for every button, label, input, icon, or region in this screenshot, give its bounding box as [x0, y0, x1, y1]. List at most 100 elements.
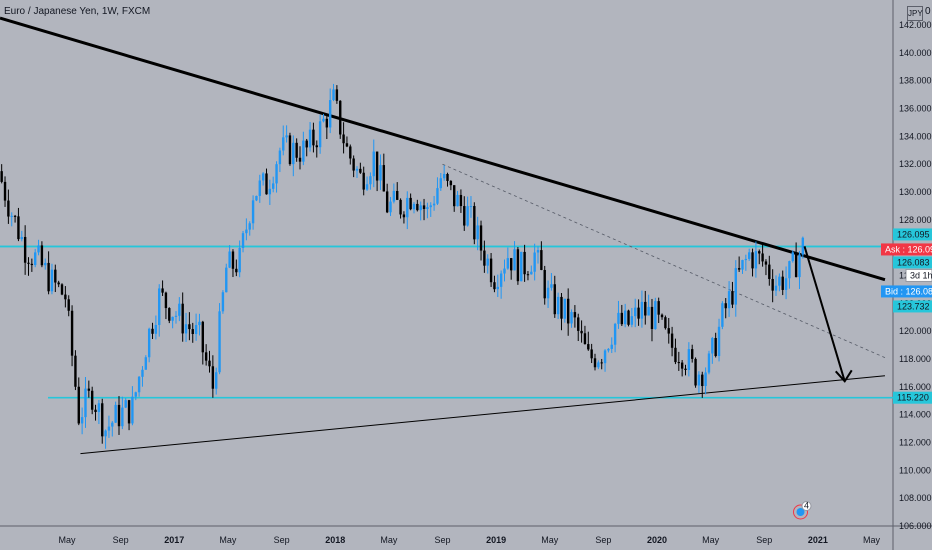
candle-body: [496, 286, 499, 290]
candle-body: [409, 197, 412, 210]
candle-body: [654, 301, 657, 330]
candle-body: [758, 251, 761, 254]
candle-body: [194, 325, 198, 335]
time-tick-label: 2020: [647, 535, 667, 545]
candle-body: [553, 284, 556, 315]
candle-body: [466, 206, 469, 226]
candle-body: [402, 214, 406, 218]
trendline-dashed-trendline: [442, 163, 886, 358]
candle-body: [744, 258, 748, 261]
event-marker[interactable]: 4: [793, 501, 812, 520]
candle-body: [107, 426, 111, 431]
candle-body: [677, 362, 681, 364]
candle-body: [714, 338, 717, 357]
candle-body: [419, 205, 422, 211]
candle-body: [613, 323, 617, 345]
candle-body: [245, 229, 248, 234]
candle-body: [215, 372, 218, 389]
candle-body: [144, 357, 148, 370]
candle-body: [788, 261, 791, 279]
candle-body: [593, 358, 597, 368]
candle-body: [774, 285, 778, 291]
candle-body: [385, 191, 389, 213]
candle-body: [204, 352, 208, 361]
candle-body: [114, 404, 117, 423]
time-tick-label: 2021: [808, 535, 828, 545]
candle-body: [275, 164, 278, 184]
price-tick-label: 116.000: [899, 382, 931, 392]
candle-body: [90, 390, 94, 410]
candle-body: [617, 312, 620, 324]
price-label-bg: [893, 300, 932, 313]
candle-body: [40, 245, 44, 266]
candle-body: [235, 268, 238, 273]
candle-body: [674, 347, 677, 363]
candle-body: [147, 328, 151, 358]
candle-body: [704, 372, 707, 387]
candle-body: [486, 258, 489, 266]
candle-body: [536, 250, 540, 253]
candle-body: [530, 271, 533, 275]
candle-body: [302, 140, 305, 162]
candle-body: [406, 197, 409, 218]
candle-body: [365, 184, 369, 190]
time-tick-label: Sep: [274, 535, 290, 545]
candle-body: [731, 291, 734, 305]
time-tick-label: 2019: [486, 535, 506, 545]
candle-body: [506, 258, 510, 269]
candle-body: [278, 150, 282, 165]
candle-body: [94, 409, 97, 413]
candle-body: [80, 417, 84, 424]
candle-body: [573, 312, 577, 318]
price-label-bg: [881, 285, 932, 298]
currency-badge[interactable]: JPY: [907, 6, 923, 21]
candle-body: [251, 200, 255, 224]
candle-body: [64, 294, 67, 300]
candle-body: [416, 203, 419, 211]
candle-body: [101, 403, 104, 437]
candle-body: [164, 292, 168, 309]
candle-body: [734, 268, 737, 305]
price-label-bg: [893, 256, 932, 269]
candle-body: [570, 312, 573, 324]
candle-body: [171, 316, 174, 321]
candle-body: [161, 288, 164, 293]
price-label-bg: [893, 391, 932, 404]
candle-body: [509, 258, 513, 271]
projection-arrowhead: [834, 369, 853, 383]
price-label-level: 115.220: [897, 393, 929, 403]
candle-body: [667, 328, 670, 334]
trendline-ascending-support: [80, 375, 886, 455]
trendline-descending-resistance: [0, 16, 886, 282]
candle-body: [566, 298, 570, 324]
candle-body: [151, 328, 154, 334]
candle-body: [0, 171, 3, 182]
candle-body: [241, 233, 245, 248]
candle-body: [372, 151, 375, 177]
candle-body: [137, 376, 141, 393]
candle-body: [650, 306, 654, 330]
candle-body: [583, 333, 587, 345]
candle-body: [489, 258, 493, 283]
candle-body: [520, 251, 523, 282]
candle-body: [717, 326, 721, 357]
candle-body: [228, 251, 231, 268]
candle-body: [751, 252, 754, 269]
candle-body: [707, 353, 711, 373]
candle-body: [577, 317, 580, 331]
candle-body: [644, 301, 647, 316]
price-tick-label: 120.000: [899, 326, 932, 336]
candle-body: [687, 349, 691, 370]
candle-body: [104, 430, 107, 437]
candle-body: [741, 260, 744, 270]
candle-body: [493, 282, 496, 290]
candle-body: [556, 296, 560, 315]
candle-body: [332, 89, 335, 101]
candle-body: [781, 276, 784, 290]
candle-body: [623, 310, 627, 325]
candle-body: [640, 301, 644, 319]
candle-body: [429, 205, 432, 208]
candle-body: [483, 250, 486, 266]
